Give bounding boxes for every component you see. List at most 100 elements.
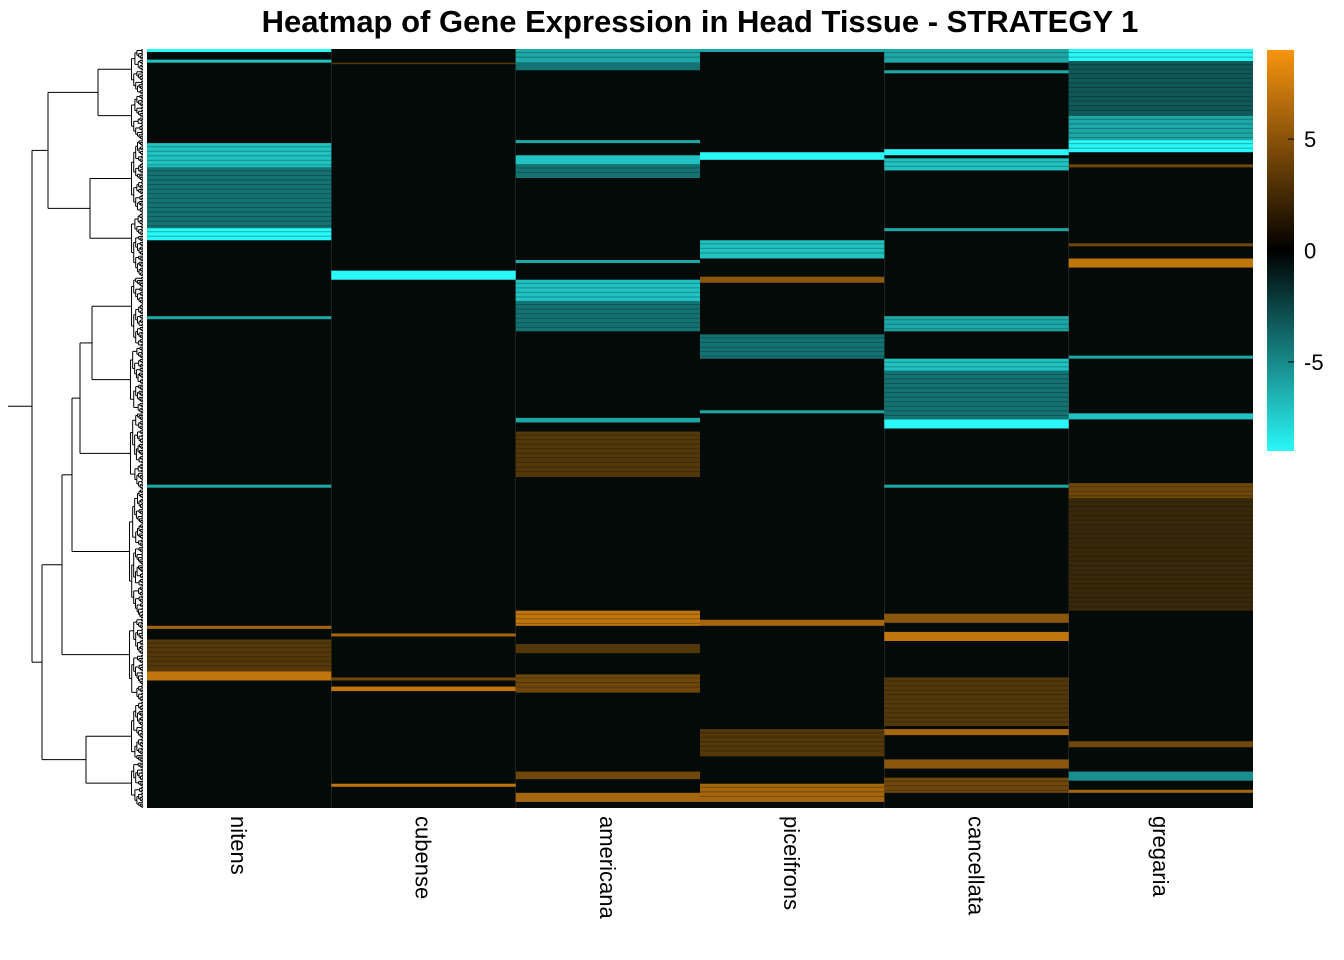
column-label-cubense: cubense [411,816,436,899]
heatmap-cell-band [515,613,700,615]
heatmap-cell-block [700,783,885,802]
heatmap-cell-band [1068,596,1253,599]
heatmap-cell-band [515,322,700,324]
heatmap-cell-block [884,419,1069,429]
heatmap-column-gregaria [1068,49,1253,808]
heatmap-cell-band [1068,528,1253,530]
heatmap-cell-band [515,686,700,688]
heatmap-column-piceifrons [700,49,885,808]
heatmap-cell-band [515,439,700,441]
column-label-cancellata: cancellata [964,816,989,916]
heatmap-cell-block [515,674,700,693]
heatmap-cell-band [147,220,332,222]
heatmap-cell-band [1068,64,1253,66]
heatmap-cell-band [884,703,1069,705]
heatmap-cell-band [147,146,332,148]
heatmap-cell-band [515,167,700,169]
heatmap-cell-block [515,140,700,144]
heatmap-cell-band [515,56,700,58]
heatmap-cell-band [884,780,1069,782]
heatmap-cell-band [884,680,1069,682]
heatmap-column-cubense [331,49,516,808]
heatmap-cell-band [147,170,332,172]
heatmap-cell-band [884,161,1069,163]
heatmap-cell-band [1068,542,1253,544]
heatmap-cell-band [515,448,700,450]
heatmap-cell-block [884,228,1069,232]
heatmap-cell-block [700,619,885,626]
heatmap-cell-band [515,452,700,454]
heatmap-cell-block [1068,61,1253,116]
heatmap-cell-band [515,622,700,624]
heatmap-cell-band [147,150,332,152]
heatmap-cell-block [700,729,885,757]
heatmap-cell-band [515,471,700,473]
legend-tick-label: -5 [1304,350,1324,375]
heatmap-cell-band [884,373,1069,375]
heatmap-cell-band [1068,486,1253,488]
heatmap-cell-block [884,370,1069,420]
heatmap-cell-block [147,316,332,320]
heatmap-cell-block [515,644,700,654]
heatmap-cell-band [1068,565,1253,567]
heatmap-cell-band [147,155,332,157]
heatmap-cell-band [515,618,700,620]
heatmap-cell-band [1068,587,1253,589]
heatmap-cell-band [700,351,885,353]
heatmap-cell-block [515,792,700,802]
heatmap-cell-band [1068,52,1253,54]
heatmap-cell-band [1068,100,1253,102]
heatmap-cell-band [884,410,1069,412]
heatmap-cell-block [515,431,700,478]
color-legend: 5 0 -5 [1267,50,1324,451]
heatmap-cell-block [515,260,700,264]
heatmap-cell-band [515,326,700,328]
heatmap-cell-band [1068,86,1253,89]
heatmap-cell-band [147,660,332,662]
heatmap-cell-block [1068,243,1253,247]
heatmap-cell-band [147,231,332,233]
heatmap-cell-band [1068,556,1253,558]
heatmap-cell-band [884,52,1069,54]
heatmap-cell-band [147,235,332,237]
heatmap-cell-block [147,484,332,488]
heatmap-cell-band [884,378,1069,380]
heatmap-cell-band [147,206,332,208]
heatmap-cell-block [515,164,700,179]
column-labels: nitens cubense americana piceifrons cancella… [226,816,1173,919]
heatmap-cell-band [884,323,1069,325]
column-label-piceifrons: piceifrons [779,816,804,910]
heatmap-cell-band [1068,105,1253,107]
row-dendrogram [8,49,143,808]
heatmap-cell-band [1068,510,1253,512]
heatmap-cell-block [331,633,516,637]
heatmap-cell-band [515,682,700,684]
heatmap-cell-band [1068,569,1253,571]
heatmap-cell-block [1068,140,1253,153]
heatmap-cell-band [1068,601,1253,603]
heatmap-cell-band [515,287,700,289]
heatmap-cell-band [515,677,700,679]
heatmap-cell-band [700,732,885,734]
heatmap-cell-block [331,783,516,787]
heatmap-cell-band [1068,147,1253,149]
heatmap-cell-band [700,736,885,738]
heatmap-cell-band [884,396,1069,398]
heatmap-cell-block [331,270,516,280]
heatmap-cell-band [515,313,700,315]
heatmap-cell-band [147,179,332,181]
heatmap-cell-band [700,795,885,797]
heatmap-cell-block [147,228,332,241]
heatmap-cell-band [1068,574,1253,576]
column-label-americana: americana [595,816,620,919]
heatmap-cell-band [147,193,332,195]
heatmap-cell-band [1068,137,1253,139]
heatmap-cell-band [884,361,1069,363]
heatmap-cell-block [515,49,700,63]
heatmap-cell-band [1068,583,1253,585]
heatmap-cell-block [884,358,1069,371]
heatmap-cell-band [1068,501,1253,503]
heatmap-cell-block [515,771,700,780]
heatmap-cell-block [515,300,700,332]
legend-tick-label: 5 [1304,127,1316,152]
